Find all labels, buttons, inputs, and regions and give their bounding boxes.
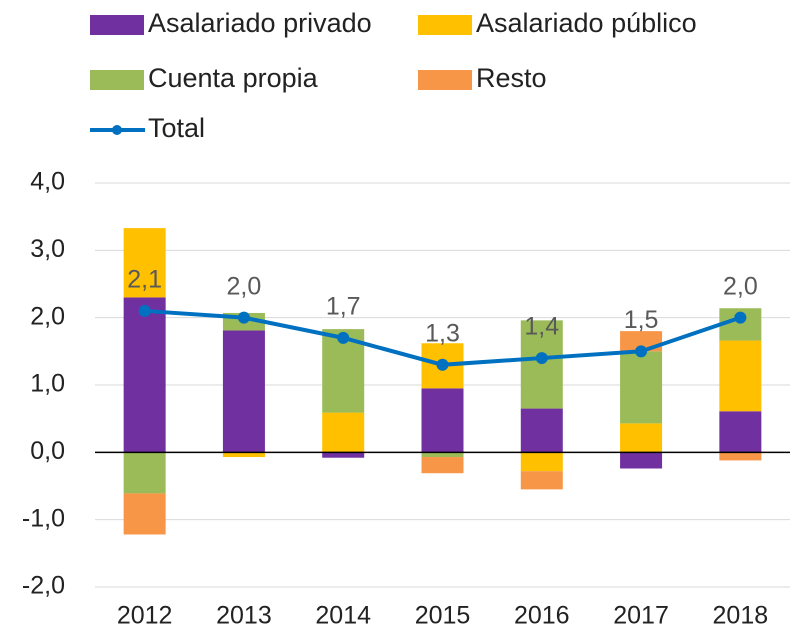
total-marker [237,311,250,324]
bar-segment [620,452,663,469]
y-tick-label: -2,0 [22,572,65,600]
y-tick-label: -1,0 [22,504,65,532]
data-label: 1,7 [326,292,361,320]
legend-swatch [90,70,144,90]
legend-marker [112,125,122,135]
bar-segment [421,457,464,474]
data-label: 1,4 [524,313,559,341]
data-label: 2,0 [227,272,262,300]
total-marker [734,311,747,324]
legend-swatch [90,15,144,35]
bar-segment [123,228,166,298]
y-tick-label: 1,0 [30,370,65,398]
data-label: 2,1 [127,266,162,294]
data-label: 1,3 [425,319,460,347]
legend-label: Asalariado público [476,8,697,38]
bar-segment [421,452,464,458]
total-marker [436,358,449,371]
legend-swatch [418,70,472,90]
y-tick-label: 3,0 [30,235,65,263]
bar-segment [719,340,762,412]
total-marker [138,304,151,317]
bar-segment [520,471,563,490]
x-tick-label: 2016 [514,602,570,630]
bar-segment [322,412,365,453]
bar-segment [719,452,762,461]
bar-segment [322,452,365,458]
legend-label: Cuenta propia [148,63,319,93]
bar-segment [123,297,166,453]
bar-segment [520,408,563,453]
bar-segment [620,423,663,453]
total-marker [337,331,350,344]
total-marker [635,345,648,358]
x-tick-label: 2015 [415,602,471,630]
bar-segment [620,351,663,424]
total-marker [535,352,548,365]
x-tick-label: 2018 [713,602,769,630]
x-tick-label: 2013 [216,602,272,630]
y-tick-label: 2,0 [30,302,65,330]
x-tick-label: 2012 [117,602,173,630]
x-tick-label: 2014 [315,602,371,630]
legend-swatch [418,15,472,35]
bar-segment [520,452,563,472]
bar-segment [719,411,762,453]
bar-segment [222,330,265,453]
data-label: 1,5 [624,306,659,334]
legend-label: Asalariado privado [148,8,372,38]
bar-segment [222,452,265,458]
bar-segment [123,493,166,535]
data-label: 2,0 [723,272,758,300]
legend-label: Resto [476,63,547,93]
bar-segment [123,452,166,494]
legend-label: Total [148,113,205,143]
y-tick-label: 4,0 [30,168,65,196]
bar-segment [520,320,563,409]
x-tick-label: 2017 [613,602,669,630]
bar-segment [421,388,464,453]
y-tick-label: 0,0 [30,437,65,465]
